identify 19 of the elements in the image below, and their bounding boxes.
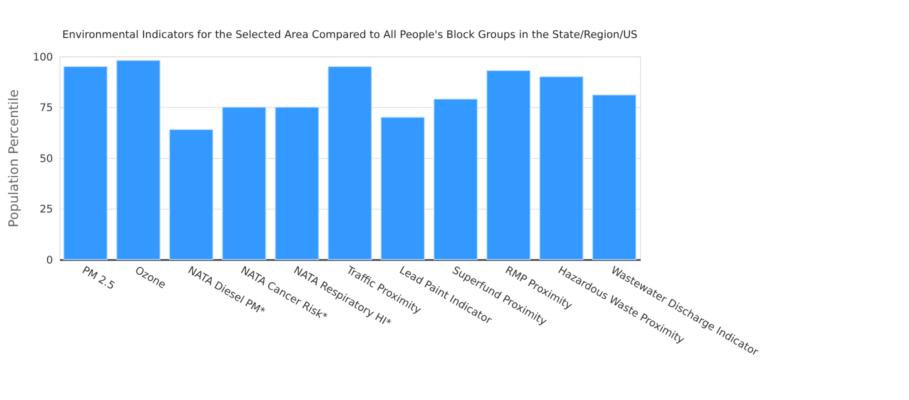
bar bbox=[116, 60, 160, 260]
y-tick-label: 75 bbox=[40, 102, 53, 114]
bar bbox=[169, 129, 214, 260]
y-tick-label: 100 bbox=[32, 51, 53, 64]
bar bbox=[433, 98, 478, 260]
bar bbox=[274, 106, 320, 260]
bar bbox=[380, 116, 425, 260]
bar bbox=[328, 66, 372, 260]
y-tick-label: 0 bbox=[46, 254, 53, 266]
bar bbox=[539, 76, 584, 260]
bar bbox=[63, 66, 108, 260]
y-tick-label: 50 bbox=[40, 152, 53, 165]
bar bbox=[486, 70, 531, 260]
y-tick-label: 25 bbox=[40, 204, 53, 216]
bar bbox=[222, 106, 266, 260]
bar bbox=[592, 94, 636, 260]
chart-title: Environmental Indicators for the Selected Area Compared to All People's Block Groups in the State/Region/US bbox=[62, 28, 638, 41]
x-tick-label: PM 2.5 bbox=[80, 264, 117, 292]
y-axis-title: Population Percentile bbox=[7, 89, 22, 228]
